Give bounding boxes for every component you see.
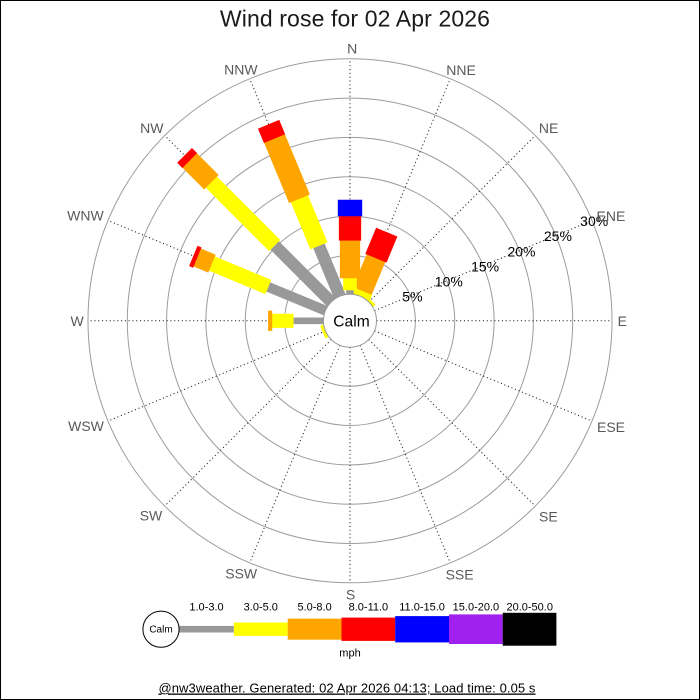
svg-text:W: W <box>70 313 84 329</box>
svg-text:ESE: ESE <box>597 419 625 435</box>
svg-text:SE: SE <box>539 509 558 525</box>
svg-text:WSW: WSW <box>68 418 105 434</box>
svg-text:mph: mph <box>339 648 360 660</box>
svg-text:5.0-8.0: 5.0-8.0 <box>297 602 331 614</box>
svg-text:NNE: NNE <box>446 62 476 78</box>
svg-text:11.0-15.0: 11.0-15.0 <box>399 602 445 614</box>
svg-text:20.0-50.0: 20.0-50.0 <box>506 602 552 614</box>
svg-text:25%: 25% <box>544 228 572 244</box>
svg-text:ENE: ENE <box>597 208 626 224</box>
svg-text:SSE: SSE <box>446 567 474 583</box>
svg-text:N: N <box>347 41 357 57</box>
svg-text:15.0-20.0: 15.0-20.0 <box>453 602 499 614</box>
svg-text:@nw3weather. Generated: 02 Apr: @nw3weather. Generated: 02 Apr 2026 04:1… <box>158 681 535 696</box>
svg-text:Calm: Calm <box>149 625 172 636</box>
svg-text:SSW: SSW <box>225 566 258 582</box>
svg-text:8.0-11.0: 8.0-11.0 <box>349 602 389 614</box>
svg-text:5%: 5% <box>402 289 422 305</box>
svg-text:10%: 10% <box>435 273 463 289</box>
svg-text:20%: 20% <box>507 243 535 259</box>
svg-text:E: E <box>618 313 627 329</box>
svg-text:NE: NE <box>539 120 558 136</box>
svg-text:1.0-3.0: 1.0-3.0 <box>189 602 223 614</box>
svg-text:WNW: WNW <box>67 208 104 224</box>
svg-text:3.0-5.0: 3.0-5.0 <box>244 602 278 614</box>
svg-text:SW: SW <box>140 508 163 524</box>
svg-text:NNW: NNW <box>224 62 258 78</box>
svg-text:Calm: Calm <box>333 314 369 331</box>
svg-text:Wind rose for 02 Apr 2026: Wind rose for 02 Apr 2026 <box>220 5 490 31</box>
svg-text:15%: 15% <box>471 258 499 274</box>
svg-text:NW: NW <box>140 120 164 136</box>
svg-text:S: S <box>346 587 355 603</box>
svg-text:30%: 30% <box>580 213 608 229</box>
